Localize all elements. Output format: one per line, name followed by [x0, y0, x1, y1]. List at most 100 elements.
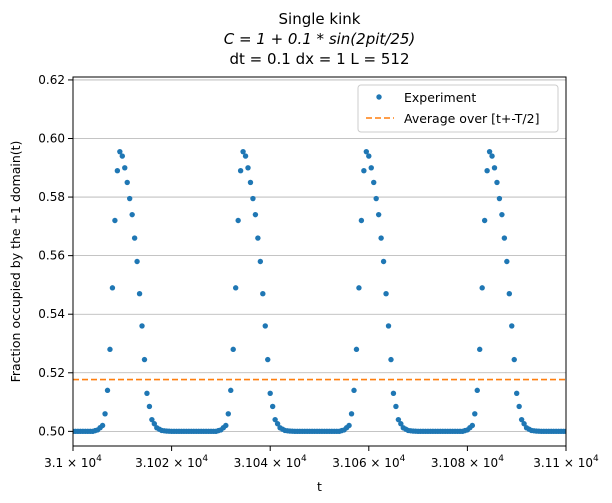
data-point [380, 258, 387, 265]
y-tick-label: 0.60 [38, 132, 65, 146]
legend-label-experiment: Experiment [404, 90, 476, 105]
y-tick-label: 0.58 [38, 190, 65, 204]
data-point [489, 153, 495, 159]
data-point [99, 422, 106, 429]
data-point [267, 390, 273, 396]
x-tick-label: 3.1 × 104 [44, 454, 102, 470]
data-point [104, 387, 111, 394]
data-point [378, 235, 384, 241]
data-point [388, 356, 394, 363]
data-point [373, 195, 379, 202]
x-tick-mantissa: 3.104 × 10 [234, 456, 301, 470]
x-tick-exponent: 4 [498, 454, 504, 464]
data-point [481, 217, 488, 224]
data-point [257, 258, 264, 265]
data-point [141, 356, 148, 363]
data-point [398, 421, 404, 427]
data-point [250, 195, 256, 202]
y-axis-label: Fraction occupied by the +1 domain(t) [8, 141, 23, 383]
data-point [129, 211, 135, 218]
data-point [124, 179, 130, 186]
data-point [139, 323, 145, 329]
data-point [516, 403, 522, 410]
data-point [255, 235, 261, 241]
x-axis: 3.1 × 104 3.102 × 104 3.104 × 104 3.106 × 1… [44, 446, 599, 470]
data-point [260, 291, 266, 297]
data-point [228, 387, 234, 394]
y-tick-label: 0.62 [38, 73, 65, 87]
data-point [252, 211, 259, 218]
data-point [486, 148, 493, 155]
data-point [225, 411, 231, 417]
data-point [491, 165, 498, 171]
data-point [353, 346, 360, 353]
x-tick-mantissa: 3.108 × 10 [431, 456, 498, 470]
data-point [151, 421, 158, 427]
y-axis: 0.50 0.52 0.54 0.56 0.58 0.60 0.62 [38, 73, 73, 438]
data-point [383, 291, 389, 297]
data-point [368, 165, 374, 171]
data-point [371, 179, 377, 186]
data-point [346, 422, 352, 429]
plot-content [73, 148, 566, 435]
data-point [363, 148, 370, 155]
data-point [563, 428, 566, 435]
data-point [509, 323, 515, 329]
data-point [477, 346, 483, 353]
data-point [122, 165, 128, 171]
x-tick-exponent: 4 [400, 454, 406, 464]
chart-title: Single kink C = 1 + 0.1 * sin(2pit/25) dt … [224, 10, 416, 68]
data-point [230, 346, 236, 353]
data-point [472, 411, 478, 417]
x-tick-exponent: 4 [202, 454, 208, 464]
data-point [366, 153, 372, 159]
x-tick-label: 3.104 × 104 [234, 454, 307, 470]
data-point [136, 291, 143, 297]
data-point [114, 168, 121, 174]
data-point [356, 285, 362, 291]
data-point [232, 285, 239, 291]
legend: Experiment Average over [t+-T/2] [357, 84, 559, 133]
y-tick-label: 0.50 [38, 424, 65, 438]
y-tick-label: 0.54 [38, 307, 65, 321]
data-point [390, 390, 397, 396]
data-point [351, 387, 357, 394]
data-point [126, 195, 133, 202]
data-point [112, 217, 118, 224]
data-point [274, 421, 281, 427]
data-point [499, 211, 505, 218]
legend-marker-experiment [376, 94, 382, 100]
data-point [506, 291, 513, 297]
data-point [262, 323, 268, 329]
title-line-3: dt = 0.1 dx = 1 L = 512 [229, 50, 409, 68]
x-tick-exponent: 4 [301, 454, 307, 464]
x-tick-label: 3.106 × 104 [332, 454, 405, 470]
data-point [479, 285, 485, 291]
data-point [149, 416, 155, 423]
data-point [514, 390, 520, 396]
x-tick-exponent: 4 [593, 454, 599, 464]
data-point [269, 403, 276, 410]
data-point [484, 168, 490, 174]
x-tick-label: 3.108 × 104 [431, 454, 504, 470]
data-point [395, 416, 402, 423]
title-line-2: C = 1 + 0.1 * sin(2pit/25) [224, 30, 416, 48]
data-point [247, 179, 254, 186]
data-point [496, 195, 503, 202]
data-point [393, 403, 399, 410]
data-point [272, 416, 278, 423]
data-point [474, 387, 480, 394]
data-point [107, 346, 113, 353]
x-tick-mantissa: 3.11 × 10 [533, 456, 593, 470]
plot-area [73, 148, 566, 435]
data-point [385, 323, 392, 329]
data-point [494, 179, 500, 186]
title-line-1: Single kink [279, 10, 361, 28]
data-point [242, 153, 249, 159]
axes-border [72, 76, 567, 447]
data-point [375, 211, 382, 218]
data-point [144, 390, 150, 396]
x-tick-mantissa: 3.1 × 10 [44, 456, 96, 470]
x-tick-mantissa: 3.102 × 10 [135, 456, 202, 470]
